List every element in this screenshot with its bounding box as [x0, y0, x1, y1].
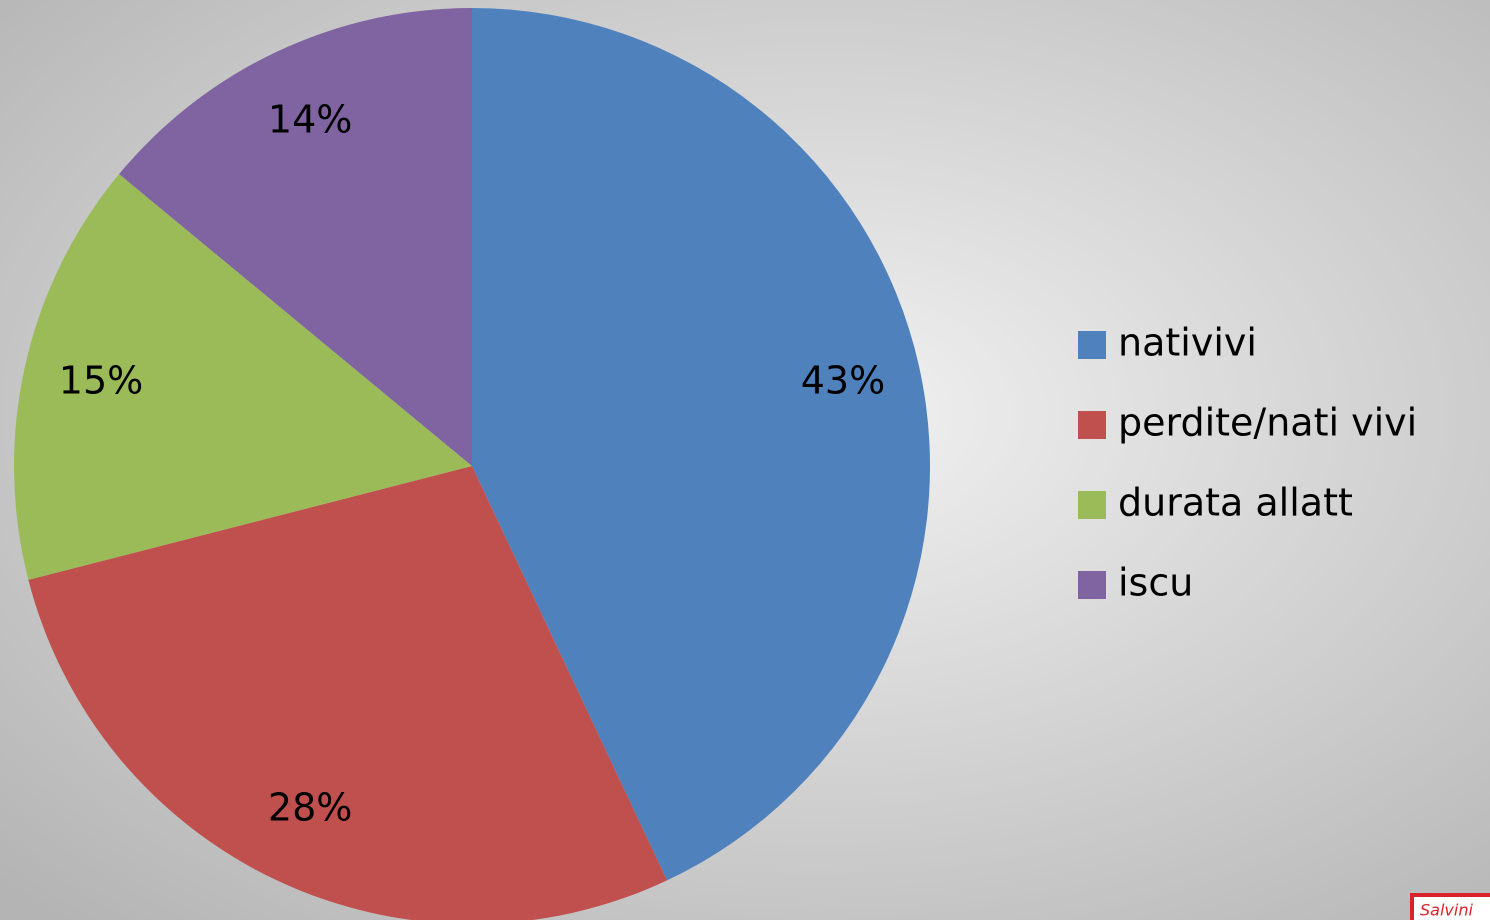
legend-label: perdite/nati vivi	[1118, 401, 1417, 445]
data-label: 15%	[59, 359, 143, 403]
pie-slice	[119, 8, 473, 466]
data-label: 43%	[801, 359, 885, 403]
legend-swatch	[1078, 331, 1106, 359]
logo: Salvini	[1410, 893, 1490, 920]
logo-text: Salvini	[1420, 901, 1473, 920]
data-label: 28%	[268, 785, 352, 829]
pie-slice	[28, 466, 668, 920]
logo-inner	[1414, 897, 1490, 920]
legend-label: nativivi	[1118, 321, 1257, 365]
legend-swatch	[1078, 571, 1106, 599]
data-label: 14%	[268, 98, 352, 142]
legend-swatch	[1078, 411, 1106, 439]
legend-label: iscu	[1118, 561, 1193, 605]
legend-swatch	[1078, 491, 1106, 519]
legend-label: durata allatt	[1118, 481, 1353, 525]
pie-slice	[472, 8, 930, 881]
pie-slice	[13, 174, 472, 580]
